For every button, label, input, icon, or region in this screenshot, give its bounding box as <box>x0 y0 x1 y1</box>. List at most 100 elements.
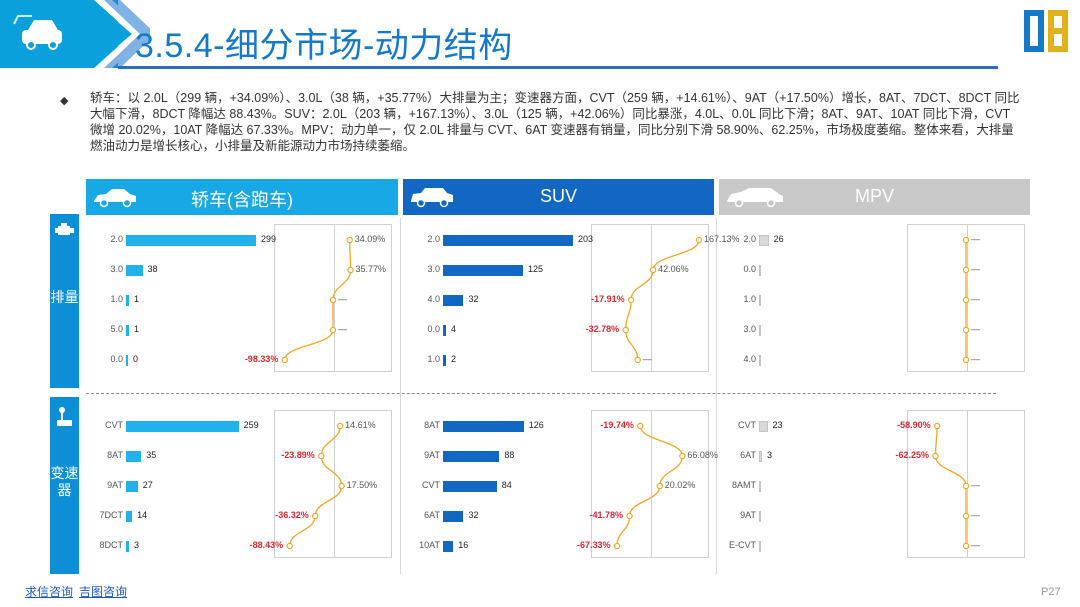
side-panel-displacement: 排量 <box>50 214 79 388</box>
category-label: 8AT <box>107 450 123 460</box>
value-label: 1 <box>134 294 140 304</box>
value-bar <box>759 421 768 432</box>
value-label: 38 <box>147 264 158 274</box>
category-label: 2.0 <box>743 234 756 244</box>
tab-sedan[interactable]: 轿车(含跑车) <box>86 179 398 215</box>
growth-label: -36.32% <box>275 510 309 520</box>
growth-label: 20.02% <box>664 480 696 490</box>
category-label: 0.0 <box>743 264 756 274</box>
category-label: 9AT <box>107 480 123 490</box>
category-label: 5.0 <box>110 324 123 334</box>
value-bar <box>443 325 446 336</box>
value-label: 3 <box>134 540 140 550</box>
value-label: 126 <box>528 420 544 430</box>
value-label: 0 <box>133 354 139 364</box>
value-bar <box>126 355 128 366</box>
tab-suv-label: SUV <box>539 186 577 206</box>
category-label: 6AT <box>740 450 756 460</box>
category-label: 7DCT <box>99 510 123 520</box>
gear-shift-icon <box>57 407 72 426</box>
growth-label: -32.78% <box>585 324 620 334</box>
footer-link-1[interactable]: 求信咨询 <box>25 585 74 599</box>
tab-mpv-label: MPV <box>854 186 894 206</box>
value-label: 88 <box>504 450 515 460</box>
growth-label: 17.50% <box>346 480 378 490</box>
value-bar <box>443 355 446 366</box>
growth-gridline <box>651 225 652 371</box>
header-car-icon <box>13 15 62 50</box>
category-label: 4.0 <box>427 294 440 304</box>
growth-label: -23.89% <box>281 450 315 460</box>
category-label: E-CVT <box>729 540 756 550</box>
value-bar <box>126 325 129 336</box>
growth-label: -58.90% <box>897 420 931 430</box>
brand-logo-icon <box>1024 10 1068 52</box>
category-label: 3.0 <box>427 264 440 274</box>
category-label: 2.0 <box>110 234 123 244</box>
tab-mpv[interactable]: MPV <box>719 179 1030 215</box>
growth-panel <box>274 224 392 372</box>
side-panel-transmission: 变速器 <box>50 397 79 574</box>
footer-link-2[interactable]: 吉图咨询 <box>79 585 128 599</box>
value-bar <box>126 451 142 462</box>
value-label: 299 <box>261 234 277 244</box>
value-label: 1 <box>134 324 140 334</box>
category-label: 8AMT <box>731 480 756 490</box>
sedan-car-icon <box>94 189 136 208</box>
growth-label: 14.61% <box>345 420 376 430</box>
header-underline <box>118 66 998 69</box>
growth-label: 35.77% <box>355 264 387 274</box>
value-label: 259 <box>243 420 259 430</box>
category-label: CVT <box>422 480 440 490</box>
value-bar <box>443 451 500 462</box>
growth-label: -62.25% <box>895 450 930 460</box>
value-bar <box>126 295 129 306</box>
category-label: 8AT <box>424 420 440 430</box>
summary-paragraph: 轿车：以 2.0L（299 辆，+34.09%）、3.0L（38 辆，+35.7… <box>90 91 1020 153</box>
value-bar <box>126 541 129 552</box>
category-label: 6AT <box>424 510 440 520</box>
value-bar <box>759 295 761 306</box>
growth-gridline <box>967 411 968 557</box>
growth-label: — <box>971 294 980 304</box>
value-label: 4 <box>451 324 457 334</box>
suv-car-icon <box>411 188 453 208</box>
value-label: 32 <box>468 294 479 304</box>
value-bar <box>759 325 761 336</box>
value-label: 35 <box>146 450 157 460</box>
growth-label: — <box>971 510 980 520</box>
growth-gridline <box>334 411 335 557</box>
category-label: 3.0 <box>743 324 756 334</box>
tab-sedan-label: 轿车(含跑车) <box>191 190 293 210</box>
growth-label: 34.09% <box>354 234 386 244</box>
growth-label: 66.08% <box>687 450 718 460</box>
value-bar <box>126 265 143 276</box>
side-label-displacement: 排量 <box>50 289 79 305</box>
value-bar <box>759 451 762 462</box>
page-number: P27 <box>1041 586 1061 598</box>
growth-label: 167.13% <box>704 234 740 244</box>
growth-label: — <box>971 234 980 244</box>
category-label: 8DCT <box>99 540 123 550</box>
growth-label: -98.33% <box>244 354 279 364</box>
growth-label: — <box>971 264 980 274</box>
value-label: 27 <box>142 480 153 490</box>
growth-label: -17.91% <box>591 294 625 304</box>
growth-label: — <box>971 480 980 490</box>
growth-label: 42.06% <box>658 264 689 274</box>
column-divider <box>400 218 401 574</box>
growth-label: — <box>338 294 347 304</box>
section-divider <box>86 393 996 394</box>
value-bar <box>759 265 761 276</box>
tab-suv[interactable]: SUV <box>403 179 714 215</box>
header-decoration <box>0 0 150 68</box>
category-label: 1.0 <box>427 354 440 364</box>
category-label: 1.0 <box>110 294 123 304</box>
column-divider <box>716 218 717 574</box>
category-label: 9AT <box>740 510 756 520</box>
category-label: 2.0 <box>427 234 440 244</box>
growth-label: -67.33% <box>577 540 611 550</box>
value-label: 26 <box>773 234 784 244</box>
value-bar <box>759 511 761 522</box>
value-bar <box>759 235 769 246</box>
